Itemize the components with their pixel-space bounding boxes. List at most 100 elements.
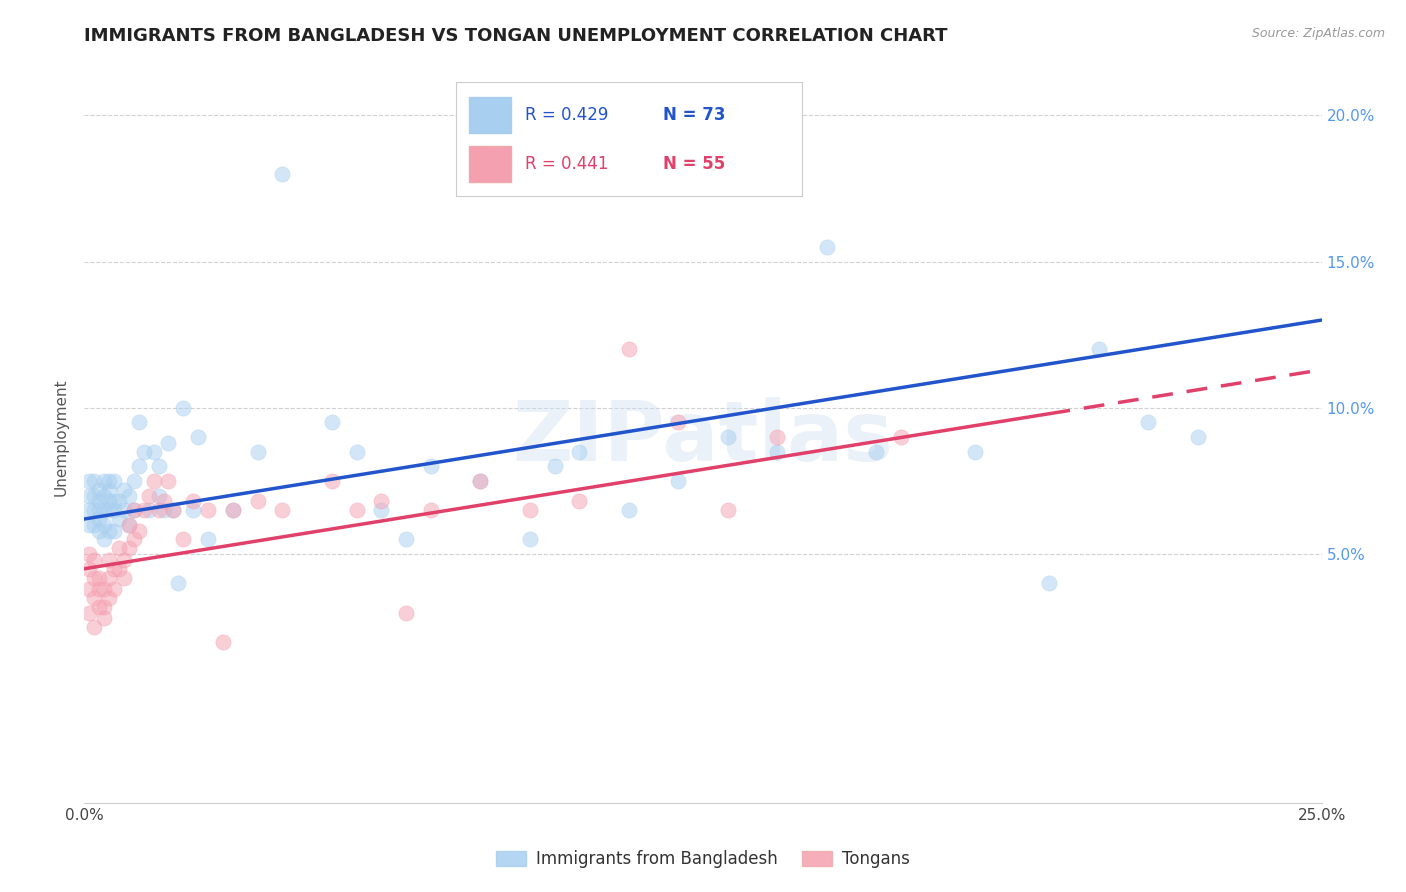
Point [103, 582, 125, 597]
Point [89, 494, 111, 508]
Point [89, 599, 111, 614]
Point [79, 606, 101, 620]
Point [128, 459, 150, 474]
Point [197, 503, 219, 517]
Point [98, 494, 121, 508]
Point [93, 582, 115, 597]
Point [666, 416, 689, 430]
Point [766, 444, 789, 458]
Point [419, 503, 441, 517]
Point [103, 524, 125, 538]
Point [83, 474, 105, 488]
Text: IMMIGRANTS FROM BANGLADESH VS TONGAN UNEMPLOYMENT CORRELATION CHART: IMMIGRANTS FROM BANGLADESH VS TONGAN UNE… [84, 27, 948, 45]
Point [346, 444, 368, 458]
Point [246, 494, 269, 508]
Point [157, 436, 180, 450]
Point [93, 533, 115, 547]
Point [89, 570, 111, 584]
Point [112, 483, 135, 497]
Point [543, 459, 565, 474]
Point [89, 512, 111, 526]
Point [98, 474, 121, 488]
Point [470, 474, 492, 488]
Y-axis label: Unemployment: Unemployment [53, 378, 69, 496]
Point [83, 591, 105, 605]
Point [79, 562, 101, 576]
Point [666, 474, 689, 488]
Point [181, 503, 204, 517]
Point [98, 570, 121, 584]
Point [890, 430, 912, 444]
Point [568, 494, 591, 508]
Point [98, 553, 121, 567]
Point [108, 494, 131, 508]
Text: ZIPatlas: ZIPatlas [513, 397, 893, 477]
Point [103, 474, 125, 488]
Point [98, 503, 121, 517]
Point [118, 489, 141, 503]
Point [152, 503, 174, 517]
Point [519, 503, 541, 517]
Point [181, 494, 204, 508]
Point [1187, 430, 1209, 444]
Point [172, 401, 194, 415]
Point [79, 503, 101, 517]
Point [83, 517, 105, 532]
Point [346, 503, 368, 517]
Point [222, 503, 245, 517]
Point [112, 503, 135, 517]
Point [83, 553, 105, 567]
Point [83, 570, 105, 584]
Point [212, 635, 235, 649]
Point [79, 474, 101, 488]
Point [271, 167, 294, 181]
Point [79, 582, 101, 597]
Point [83, 503, 105, 517]
Point [222, 503, 245, 517]
Point [132, 444, 155, 458]
Point [370, 503, 392, 517]
Point [93, 489, 115, 503]
Point [617, 503, 640, 517]
Point [98, 591, 121, 605]
Point [568, 444, 591, 458]
Point [1088, 343, 1111, 357]
Point [157, 474, 180, 488]
Point [419, 459, 441, 474]
Point [98, 524, 121, 538]
Point [152, 494, 174, 508]
Point [395, 606, 418, 620]
Point [89, 503, 111, 517]
Point [98, 483, 121, 497]
Text: Source: ZipAtlas.com: Source: ZipAtlas.com [1251, 27, 1385, 40]
Point [128, 524, 150, 538]
Point [108, 562, 131, 576]
Point [197, 533, 219, 547]
Point [118, 517, 141, 532]
Point [138, 489, 160, 503]
Point [717, 503, 740, 517]
Point [138, 503, 160, 517]
Point [1137, 416, 1160, 430]
Point [617, 343, 640, 357]
Point [187, 430, 209, 444]
Point [167, 576, 190, 591]
Point [122, 503, 145, 517]
Point [519, 533, 541, 547]
Point [79, 517, 101, 532]
Point [148, 489, 170, 503]
Point [93, 517, 115, 532]
Point [79, 489, 101, 503]
Point [103, 494, 125, 508]
Point [162, 503, 184, 517]
Point [83, 489, 105, 503]
Point [717, 430, 740, 444]
Point [89, 483, 111, 497]
Point [93, 599, 115, 614]
Point [122, 533, 145, 547]
Point [122, 503, 145, 517]
Point [321, 474, 343, 488]
Point [83, 620, 105, 634]
Point [128, 416, 150, 430]
Point [118, 541, 141, 556]
